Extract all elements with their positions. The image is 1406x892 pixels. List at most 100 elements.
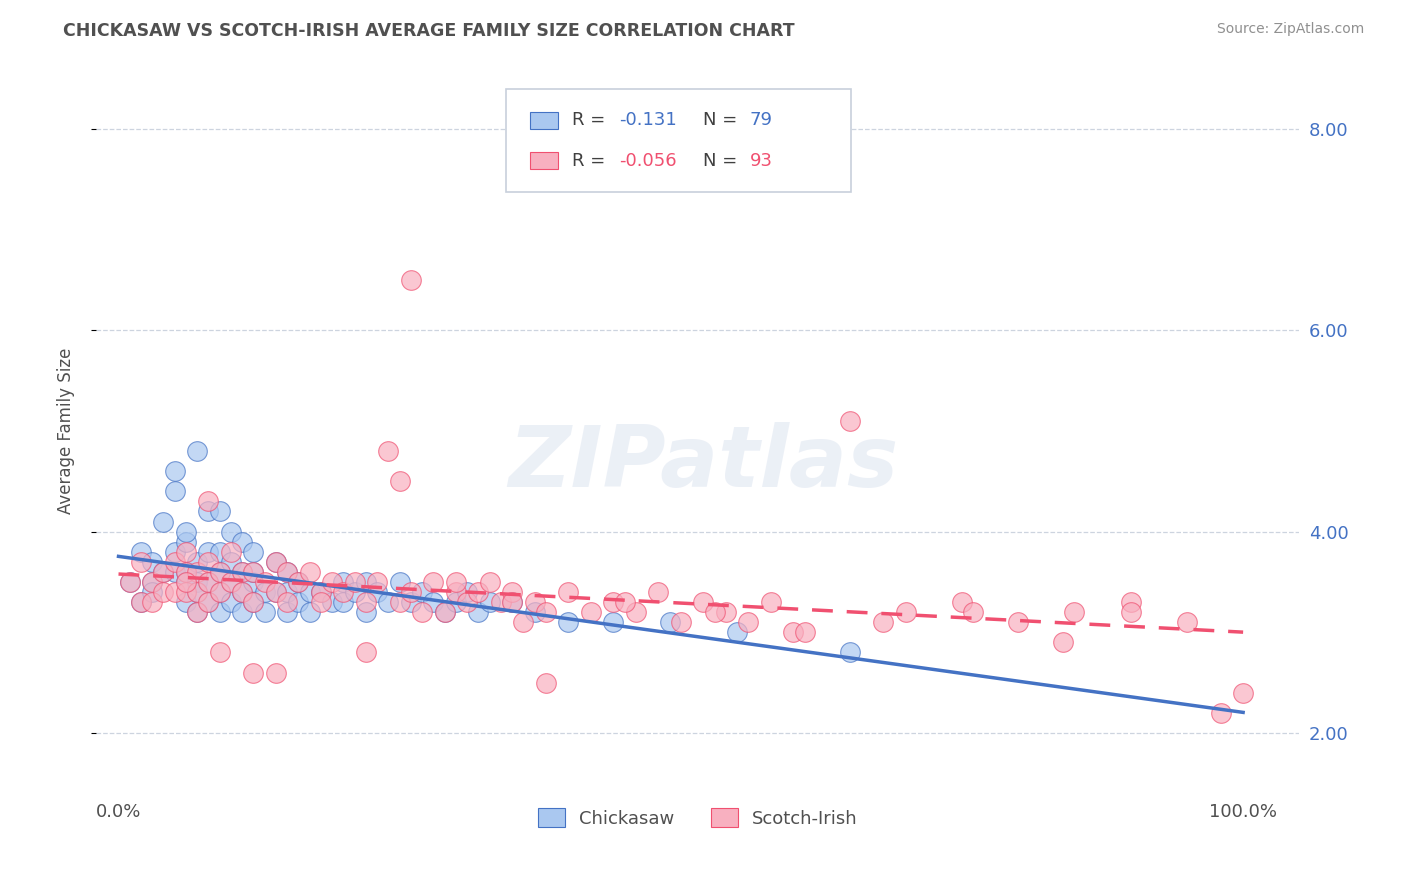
Point	[208, 504, 231, 518]
Text: Source: ZipAtlas.com: Source: ZipAtlas.com	[1216, 22, 1364, 37]
Point	[129, 595, 152, 609]
Point	[343, 574, 366, 589]
Text: N =: N =	[703, 152, 737, 169]
Point	[197, 494, 219, 508]
Point	[174, 534, 197, 549]
Point	[669, 615, 692, 630]
Point	[287, 574, 309, 589]
Point	[242, 574, 264, 589]
Point	[557, 615, 579, 630]
Point	[703, 605, 725, 619]
Y-axis label: Average Family Size: Average Family Size	[58, 348, 75, 514]
Point	[141, 595, 163, 609]
Point	[321, 574, 343, 589]
Point	[197, 504, 219, 518]
Point	[962, 605, 984, 619]
Point	[163, 565, 186, 579]
Point	[197, 545, 219, 559]
Point	[141, 555, 163, 569]
Point	[1232, 686, 1254, 700]
Point	[231, 605, 253, 619]
Point	[366, 585, 388, 599]
Point	[118, 574, 141, 589]
Point	[231, 534, 253, 549]
Point	[388, 475, 411, 489]
Point	[264, 665, 287, 680]
Point	[433, 605, 456, 619]
Point	[276, 585, 298, 599]
Point	[219, 574, 242, 589]
Point	[129, 555, 152, 569]
Point	[287, 595, 309, 609]
Point	[152, 565, 174, 579]
Point	[276, 595, 298, 609]
Point	[174, 545, 197, 559]
Point	[523, 605, 546, 619]
Point	[231, 565, 253, 579]
Point	[321, 595, 343, 609]
Point	[759, 595, 782, 609]
Point	[264, 585, 287, 599]
Point	[163, 545, 186, 559]
Point	[197, 574, 219, 589]
Text: -0.131: -0.131	[619, 112, 676, 129]
Point	[208, 605, 231, 619]
Point	[838, 645, 860, 659]
Point	[624, 605, 647, 619]
Point	[197, 555, 219, 569]
Point	[1007, 615, 1029, 630]
Point	[894, 605, 917, 619]
Point	[174, 524, 197, 539]
Point	[129, 595, 152, 609]
Point	[366, 574, 388, 589]
Point	[512, 615, 534, 630]
Point	[354, 645, 377, 659]
Point	[219, 524, 242, 539]
Point	[411, 585, 433, 599]
Text: CHICKASAW VS SCOTCH-IRISH AVERAGE FAMILY SIZE CORRELATION CHART: CHICKASAW VS SCOTCH-IRISH AVERAGE FAMILY…	[63, 22, 794, 40]
Point	[152, 585, 174, 599]
Point	[231, 585, 253, 599]
Point	[174, 565, 197, 579]
Text: 93: 93	[749, 152, 772, 169]
Point	[422, 574, 444, 589]
Point	[444, 595, 467, 609]
Point	[141, 585, 163, 599]
Point	[467, 585, 489, 599]
Point	[456, 585, 478, 599]
Point	[489, 595, 512, 609]
Point	[501, 595, 523, 609]
Point	[186, 555, 208, 569]
Point	[174, 574, 197, 589]
Point	[152, 565, 174, 579]
Point	[219, 595, 242, 609]
Point	[332, 574, 354, 589]
Point	[388, 574, 411, 589]
Point	[602, 615, 624, 630]
Point	[174, 574, 197, 589]
Point	[1052, 635, 1074, 649]
Point	[579, 605, 602, 619]
Point	[399, 273, 422, 287]
Point	[163, 464, 186, 478]
Point	[231, 565, 253, 579]
Point	[219, 545, 242, 559]
Point	[467, 605, 489, 619]
Point	[186, 565, 208, 579]
Point	[174, 585, 197, 599]
Point	[163, 484, 186, 499]
Point	[242, 545, 264, 559]
Point	[174, 565, 197, 579]
Point	[186, 444, 208, 458]
Point	[298, 605, 321, 619]
Point	[309, 595, 332, 609]
Point	[186, 585, 208, 599]
Point	[208, 645, 231, 659]
Point	[163, 555, 186, 569]
Point	[186, 605, 208, 619]
Point	[208, 565, 231, 579]
Point	[264, 555, 287, 569]
Point	[242, 565, 264, 579]
Point	[1175, 615, 1198, 630]
Point	[208, 585, 231, 599]
